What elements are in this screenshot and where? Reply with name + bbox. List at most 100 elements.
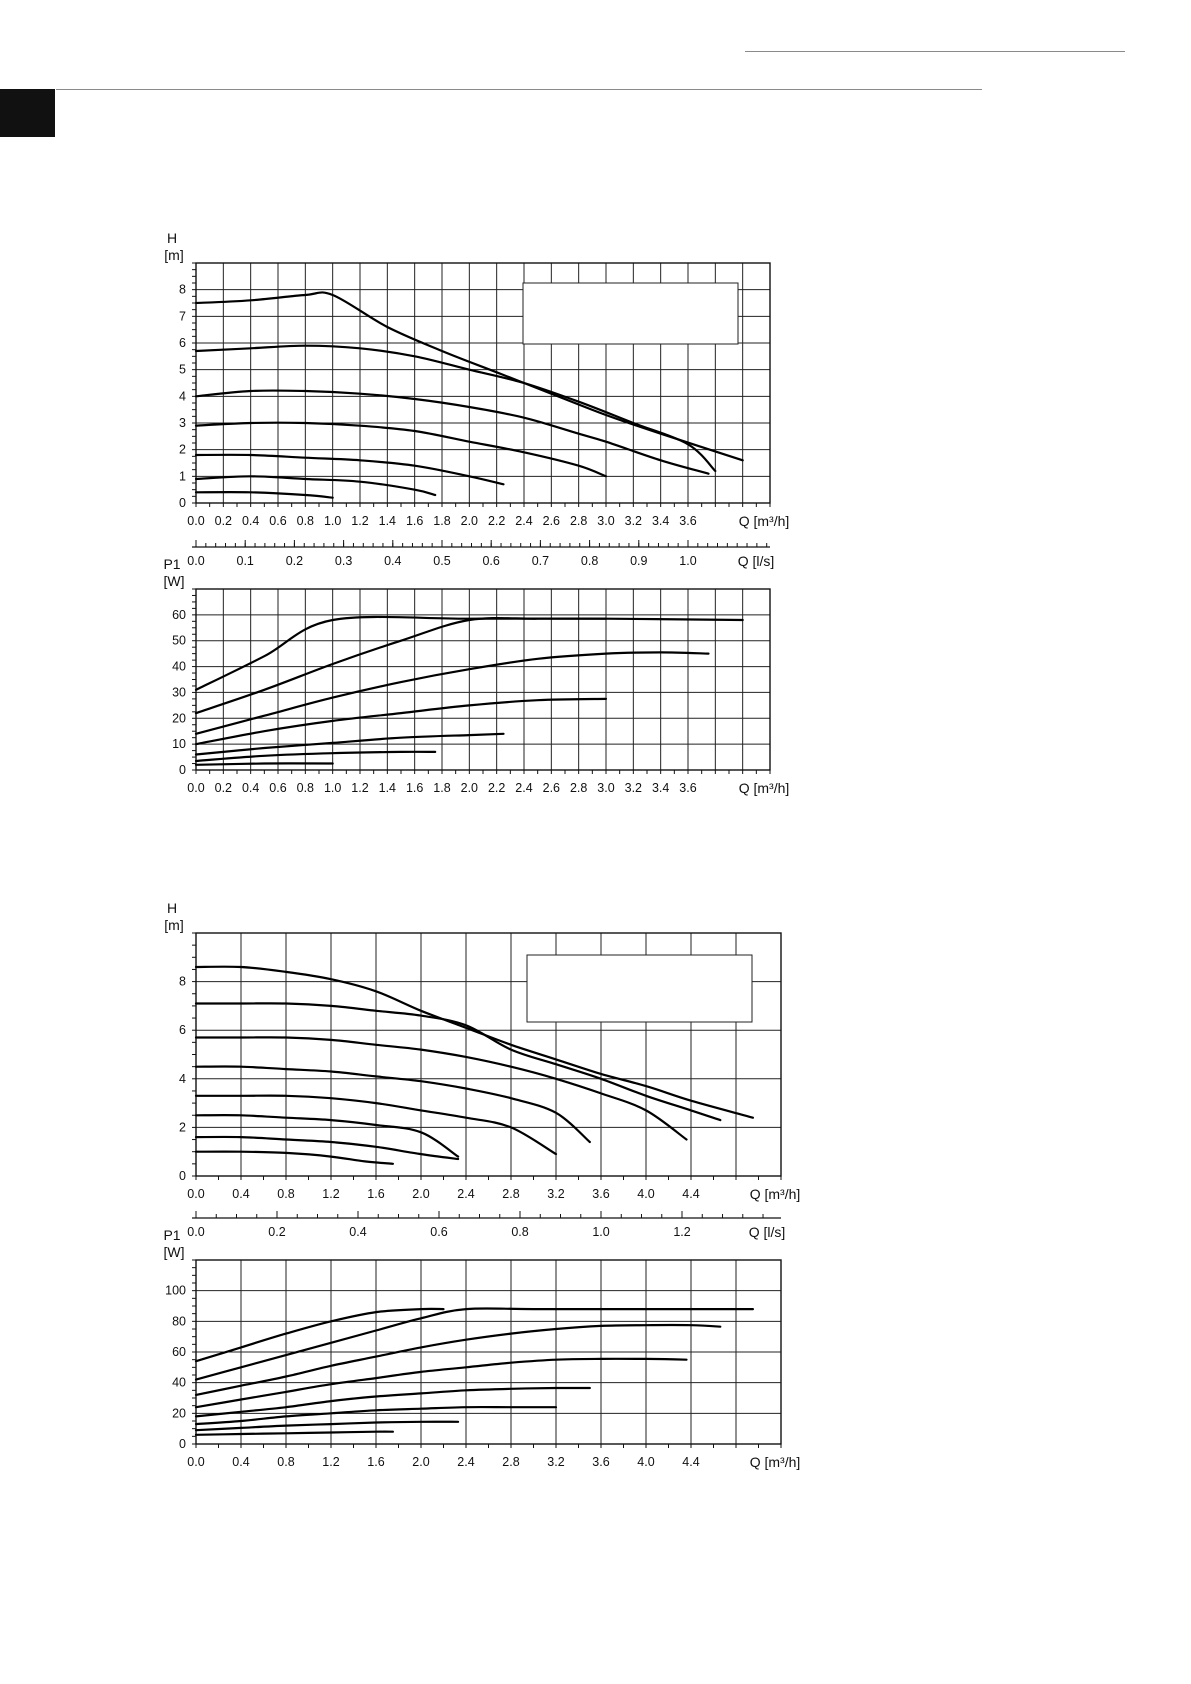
x-tick-label: 1.4 <box>379 781 396 795</box>
series-curve-5 <box>194 1094 558 1156</box>
y-tick-label: 20 <box>172 711 186 725</box>
x-tick-label: 2.8 <box>502 1455 519 1469</box>
x-tick-label: 1.4 <box>379 514 396 528</box>
y-axis-unit: [m] <box>164 247 183 263</box>
y-tick-label: 30 <box>172 685 186 699</box>
x-tick-label: 2.4 <box>515 514 532 528</box>
secondary-x-tick-label: 0.6 <box>482 554 499 568</box>
secondary-x-tick-label: 0.8 <box>511 1225 528 1239</box>
chart-3: 0 2 4 6 8 0.0 0.4 0.8 1.2 1.6 2.0 2.4 2.8 3.2 3.6 4.0 4.… <box>164 900 800 1240</box>
x-tick-label: 2.8 <box>570 514 587 528</box>
series-curve-3 <box>194 389 710 475</box>
y-tick-label: 6 <box>179 336 186 350</box>
x-tick-label: 3.6 <box>592 1187 609 1201</box>
series-curve-7 <box>194 1135 460 1161</box>
chart-2: 0 10 20 30 40 50 60 0.0 0.2 0.4 0.6 0.8 1.0 1.2 1.4 1.6… <box>163 556 789 796</box>
x-tick-label: 0.6 <box>269 514 286 528</box>
series-curve-6 <box>194 1405 558 1426</box>
series-curve-1 <box>194 1307 445 1363</box>
series-curve-5 <box>194 453 505 486</box>
x-tick-label: 1.6 <box>406 514 423 528</box>
series-curve-3 <box>194 651 710 735</box>
y-tick-label: 8 <box>179 975 186 989</box>
series-curve-7 <box>194 491 334 499</box>
x-tick-label: 2.0 <box>461 781 478 795</box>
secondary-x-tick-label: 0.3 <box>335 554 352 568</box>
secondary-x-tick-label: 0.6 <box>430 1225 447 1239</box>
x-tick-label: 3.6 <box>592 1455 609 1469</box>
series-curve-7 <box>194 1420 460 1432</box>
x-axis-title: Q [m³/h] <box>750 1454 801 1470</box>
secondary-x-tick-label: 0.2 <box>286 554 303 568</box>
x-tick-label: 4.0 <box>637 1455 654 1469</box>
y-tick-label: 2 <box>179 443 186 457</box>
y-tick-label: 3 <box>179 416 186 430</box>
x-tick-label: 3.4 <box>652 514 669 528</box>
series-curve-2 <box>194 616 608 715</box>
y-tick-label: 1 <box>179 469 186 483</box>
secondary-x-tick-label: 1.0 <box>592 1225 609 1239</box>
x-axis-title: Q [m³/h] <box>739 780 790 796</box>
x-tick-label: 1.0 <box>324 781 341 795</box>
secondary-x-tick-label: 0.9 <box>630 554 647 568</box>
header-rule <box>56 89 982 90</box>
x-tick-label: 2.0 <box>412 1187 429 1201</box>
x-tick-label: 3.4 <box>652 781 669 795</box>
secondary-x-tick-label: 1.0 <box>679 554 696 568</box>
x-tick-label: 3.6 <box>679 514 696 528</box>
y-tick-label: 4 <box>179 1072 186 1086</box>
y-axis-title: H <box>167 900 177 916</box>
series-curve-5 <box>194 1386 591 1418</box>
x-tick-label: 3.2 <box>547 1187 564 1201</box>
y-axis-title: P1 <box>163 556 180 572</box>
y-axis-title: H <box>167 230 177 246</box>
y-tick-label: 8 <box>179 283 186 297</box>
x-tick-label: 1.6 <box>367 1187 384 1201</box>
x-tick-label: 0.8 <box>297 781 314 795</box>
y-axis-unit: [W] <box>164 573 185 589</box>
x-tick-label: 3.2 <box>547 1455 564 1469</box>
x-tick-label: 3.2 <box>625 781 642 795</box>
y-axis-unit: [m] <box>164 917 183 933</box>
x-tick-label: 3.0 <box>597 781 614 795</box>
y-tick-label: 6 <box>179 1023 186 1037</box>
x-tick-label: 0.6 <box>269 781 286 795</box>
series-curve-1 <box>194 965 754 1119</box>
y-axis-title: P1 <box>163 1227 180 1243</box>
x-tick-label: 3.6 <box>679 781 696 795</box>
y-tick-label: 7 <box>179 309 186 323</box>
x-tick-label: 0.4 <box>232 1187 249 1201</box>
y-tick-label: 20 <box>172 1406 186 1420</box>
series-curve-4 <box>194 1357 688 1409</box>
series-curve-1 <box>194 291 744 462</box>
secondary-x-axis-title: Q [l/s] <box>738 553 775 569</box>
y-tick-label: 80 <box>172 1314 186 1328</box>
x-tick-label: 2.0 <box>461 514 478 528</box>
y-tick-label: 0 <box>179 763 186 777</box>
secondary-x-tick-label: 0.0 <box>187 1225 204 1239</box>
secondary-x-tick-label: 0.0 <box>187 554 204 568</box>
y-tick-label: 40 <box>172 660 186 674</box>
series-curve-4 <box>194 421 608 478</box>
x-tick-label: 1.2 <box>351 781 368 795</box>
secondary-x-tick-label: 0.7 <box>532 554 549 568</box>
x-tick-label: 2.6 <box>543 514 560 528</box>
series-curve-4 <box>194 697 608 746</box>
y-tick-label: 2 <box>179 1120 186 1134</box>
x-tick-label: 1.2 <box>322 1455 339 1469</box>
x-tick-label: 0.0 <box>187 781 204 795</box>
series-curve-7 <box>194 762 334 766</box>
secondary-x-tick-label: 0.4 <box>349 1225 366 1239</box>
x-tick-label: 1.6 <box>367 1455 384 1469</box>
x-tick-label: 0.4 <box>242 514 259 528</box>
y-tick-label: 50 <box>172 634 186 648</box>
x-axis-title: Q [m³/h] <box>750 1186 801 1202</box>
secondary-x-tick-label: 0.1 <box>237 554 254 568</box>
secondary-x-axis-title: Q [l/s] <box>749 1224 786 1240</box>
series-curve-3 <box>194 1036 688 1141</box>
x-tick-label: 0.8 <box>297 514 314 528</box>
x-tick-label: 0.2 <box>215 781 232 795</box>
series-curve-1 <box>194 615 744 691</box>
y-tick-label: 60 <box>172 1345 186 1359</box>
